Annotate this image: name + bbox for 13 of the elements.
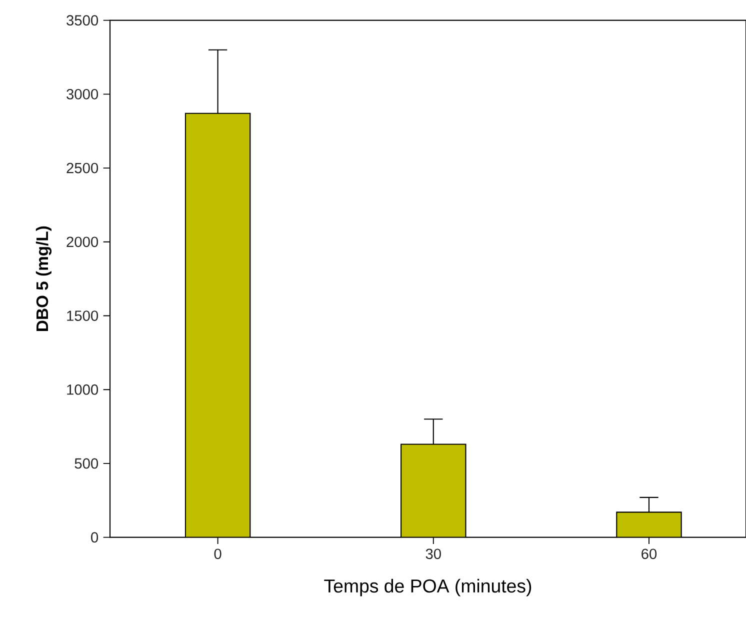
y-tick-label: 3000 bbox=[66, 89, 98, 100]
x-tick-label: 30 bbox=[426, 548, 441, 560]
y-tick-label: 2500 bbox=[66, 162, 98, 174]
y-tick-label: 1000 bbox=[67, 384, 98, 395]
y-tick-label: 0 bbox=[91, 532, 98, 543]
y-tick-label: 500 bbox=[74, 458, 98, 469]
y-axis-title: DBO 5 (mg/L) bbox=[36, 226, 52, 331]
y-tick-label: 1500 bbox=[67, 310, 98, 321]
x-axis-title: Temps de POA (minutes) bbox=[324, 578, 532, 596]
x-tick-label: 0 bbox=[214, 548, 222, 560]
y-tick-label: 3500 bbox=[66, 15, 98, 26]
y-tick-label: 2000 bbox=[66, 236, 98, 248]
x-tick-label: 60 bbox=[642, 548, 657, 560]
